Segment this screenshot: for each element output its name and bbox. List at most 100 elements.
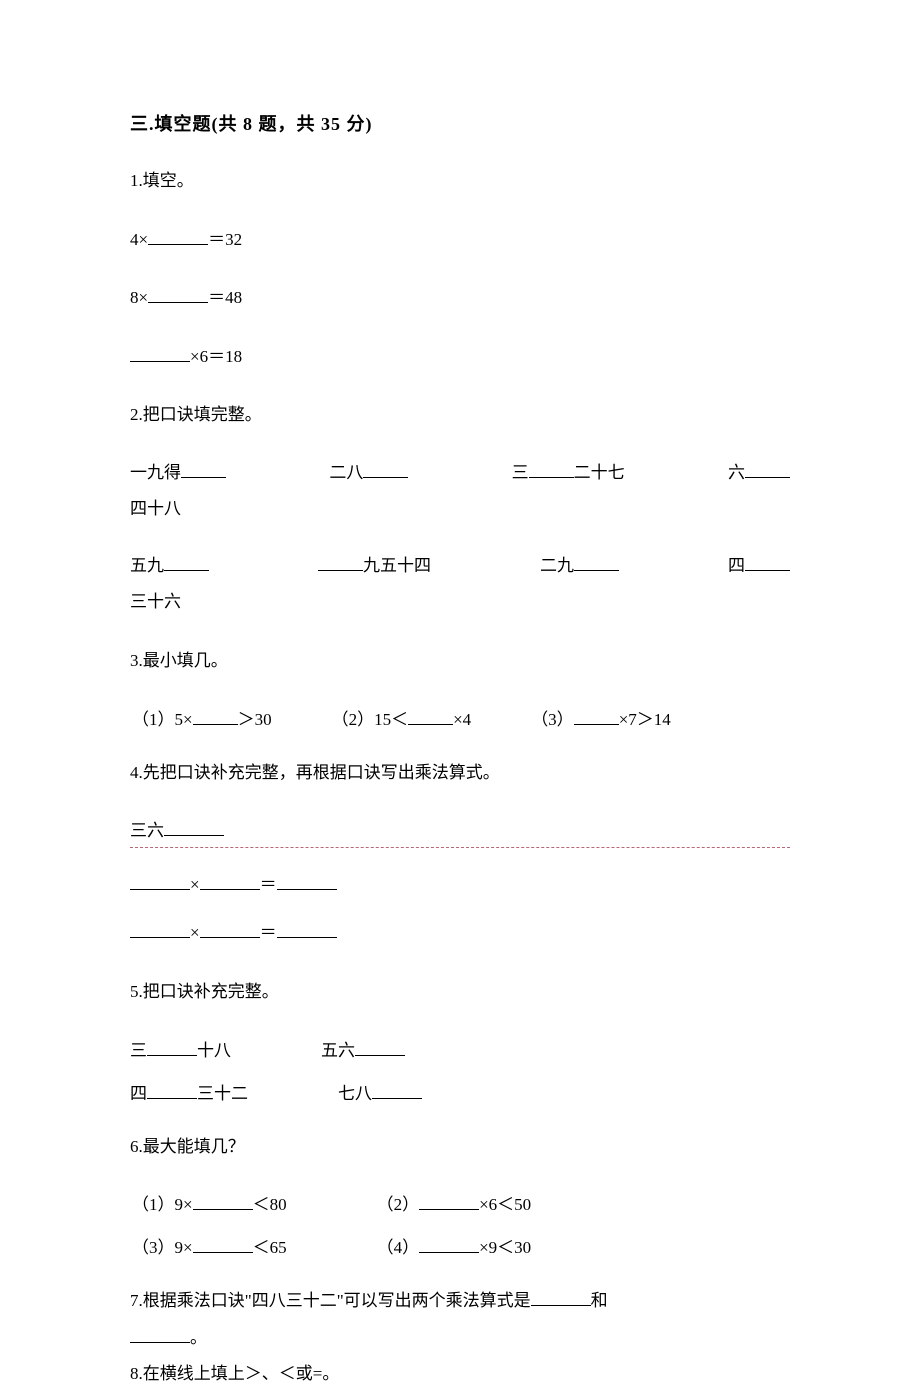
- q5-r2c1-blank: [147, 1080, 197, 1099]
- q2-r2c3-blank: [574, 553, 619, 572]
- q1-line2: 8×＝48: [130, 283, 790, 314]
- q4-l3-eq: ＝: [260, 923, 277, 942]
- q4-l2-b2: [200, 871, 260, 890]
- q4-l1-blank: [164, 817, 224, 836]
- q4-l2-eq: ＝: [260, 875, 277, 894]
- q2-r1c2: 二八: [329, 459, 408, 488]
- q3-p1: （1）5×＞30: [132, 705, 272, 730]
- q2-row2: 五九 九五十四 二九 四: [130, 552, 790, 581]
- q5-r1c2: 五六: [321, 1036, 405, 1061]
- q2-r1c4-blank: [745, 459, 790, 478]
- q6-p3-blank: [193, 1234, 253, 1253]
- q3-p2-suf: ×4: [453, 710, 471, 729]
- q6-p2: （2） ×6＜50: [377, 1190, 532, 1215]
- q1-stem: 1.填空。: [130, 166, 790, 197]
- q4-l2: ×＝: [130, 870, 790, 901]
- q5-r1c1: 三 十八: [130, 1036, 231, 1061]
- q2-r2-wrap: 三十六: [130, 587, 790, 618]
- q6-p2-blank: [419, 1191, 479, 1210]
- q6-p1-suf: ＜80: [253, 1195, 287, 1214]
- q4-l1-pre: 三六: [130, 821, 164, 840]
- q2-r2c3-pre: 二九: [540, 556, 574, 575]
- q6-p4: （4） ×9＜30: [377, 1233, 532, 1258]
- q6-p2-suf: ×6＜50: [479, 1195, 531, 1214]
- q6-p3-pre: （3）9×: [132, 1238, 193, 1257]
- q6-p3-suf: ＜65: [253, 1238, 287, 1257]
- q1-line3: ×6＝18: [130, 342, 790, 373]
- q4-l3-b3: [277, 920, 337, 939]
- q5-r1c1-suf: 十八: [197, 1041, 231, 1060]
- q6-p4-pre: （4）: [377, 1238, 420, 1257]
- q2-r1c1-pre: 一九得: [130, 463, 181, 482]
- q7-blank1: [531, 1287, 591, 1306]
- q5-r1c1-pre: 三: [130, 1041, 147, 1060]
- q3-p2-blank: [408, 706, 453, 725]
- q4-l2-b3: [277, 871, 337, 890]
- q5-r2c1-suf: 三十二: [197, 1084, 248, 1103]
- q7-line1: 7.根据乘法口诀"四八三十二"可以写出两个乘法算式是 和: [130, 1286, 790, 1317]
- q3-p3-blank: [574, 706, 619, 725]
- q2-r1c4: 六: [728, 459, 790, 488]
- q2-r2c2: 九五十四: [318, 552, 431, 581]
- q6-p3: （3）9× ＜65: [132, 1233, 287, 1258]
- q5-row1: 三 十八 五六: [130, 1036, 790, 1061]
- q2-r2c1-pre: 五九: [130, 556, 164, 575]
- dotted-divider: [130, 847, 790, 848]
- q5-r2c2: 七八: [338, 1079, 422, 1104]
- q2-r1c3-suf: 二十七: [574, 463, 625, 482]
- q3-p1-suf: ＞30: [238, 710, 272, 729]
- q5-r1c1-blank: [147, 1037, 197, 1056]
- q6-row1: （1）9× ＜80 （2） ×6＜50: [130, 1190, 790, 1215]
- q7-mid: 和: [591, 1291, 608, 1310]
- q2-r2c4: 四: [728, 552, 790, 581]
- q6-stem: 6.最大能填几？: [130, 1132, 790, 1163]
- q6-p4-suf: ×9＜30: [479, 1238, 531, 1257]
- q2-r1c2-blank: [363, 459, 408, 478]
- q4-l3-b2: [200, 920, 260, 939]
- q4-stem: 4.先把口诀补充完整，再根据口诀写出乘法算式。: [130, 758, 790, 789]
- q2-r2c2-suf: 九五十四: [363, 556, 431, 575]
- q2-r2c2-blank: [318, 553, 363, 572]
- q6-row2: （3）9× ＜65 （4） ×9＜30: [130, 1233, 790, 1258]
- q3-p3: （3）×7＞14: [531, 705, 671, 730]
- q2-stem: 2.把口诀填完整。: [130, 400, 790, 431]
- q1-l2-pre: 8×: [130, 288, 148, 307]
- q5-r2c2-pre: 七八: [338, 1084, 372, 1103]
- q6-p1: （1）9× ＜80: [132, 1190, 287, 1215]
- q2-r2c1: 五九: [130, 552, 209, 581]
- q6-p4-blank: [419, 1234, 479, 1253]
- q2-r1-wrap: 四十八: [130, 494, 790, 525]
- q2-r2c4-pre: 四: [728, 556, 745, 575]
- q4-l3-times: ×: [190, 923, 200, 942]
- q2-r1c3-blank: [529, 459, 574, 478]
- q1-l1-blank: [148, 226, 208, 245]
- q6-p2-pre: （2）: [377, 1195, 420, 1214]
- q6-p1-pre: （1）9×: [132, 1195, 193, 1214]
- q5-stem: 5.把口诀补充完整。: [130, 977, 790, 1008]
- q1-l1-pre: 4×: [130, 230, 148, 249]
- q7-pre: 7.根据乘法口诀"四八三十二"可以写出两个乘法算式是: [130, 1291, 531, 1310]
- q4-l3: ×＝: [130, 918, 790, 949]
- q4-l2-times: ×: [190, 875, 200, 894]
- q8-stem: 8.在横线上填上＞、＜或=。: [130, 1359, 790, 1390]
- q2-r1c1: 一九得: [130, 459, 226, 488]
- q5-r2c2-blank: [372, 1080, 422, 1099]
- q1-line1: 4× ＝32: [130, 225, 790, 256]
- q2-r1c1-blank: [181, 459, 226, 478]
- q5-r1c2-blank: [355, 1037, 405, 1056]
- q2-r2c1-blank: [164, 553, 209, 572]
- q4-l1: 三六: [130, 816, 790, 847]
- q4-l2-b1: [130, 871, 190, 890]
- q2-r1c3: 三二十七: [512, 459, 625, 488]
- q4-l3-b1: [130, 920, 190, 939]
- q7-suf: 。: [190, 1328, 207, 1347]
- q5-row2: 四三十二 七八: [130, 1079, 790, 1104]
- q1-l1-suf: ＝32: [208, 230, 242, 249]
- q7-line2: 。: [130, 1323, 790, 1354]
- q2-r1c2-pre: 二八: [329, 463, 363, 482]
- q2-row1: 一九得 二八 三二十七 六: [130, 459, 790, 488]
- q3-stem: 3.最小填几。: [130, 646, 790, 677]
- q6-p1-blank: [193, 1191, 253, 1210]
- q3-p3-pre: （3）: [531, 710, 574, 729]
- q1-l3-blank: [130, 343, 190, 362]
